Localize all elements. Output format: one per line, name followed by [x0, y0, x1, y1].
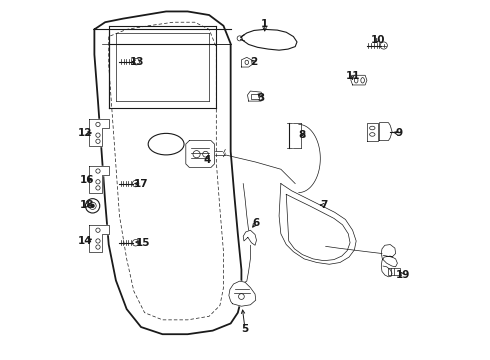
Text: 11: 11	[345, 71, 360, 81]
Text: 19: 19	[395, 270, 410, 280]
Polygon shape	[89, 119, 109, 146]
Text: 12: 12	[78, 129, 93, 138]
Bar	[389, 268, 400, 275]
Text: 15: 15	[136, 238, 150, 248]
Text: 5: 5	[242, 324, 248, 334]
Circle shape	[91, 204, 94, 207]
Text: 16: 16	[80, 175, 95, 185]
Polygon shape	[89, 225, 109, 252]
Text: 4: 4	[204, 155, 211, 165]
Polygon shape	[242, 57, 252, 67]
Bar	[251, 94, 259, 99]
Text: 13: 13	[130, 57, 145, 67]
Text: 9: 9	[395, 129, 403, 138]
Text: 7: 7	[320, 200, 328, 210]
Text: 2: 2	[250, 57, 258, 67]
Text: 18: 18	[80, 200, 95, 210]
Polygon shape	[367, 123, 378, 140]
Polygon shape	[229, 281, 256, 306]
Polygon shape	[186, 140, 215, 167]
Text: 6: 6	[252, 218, 259, 228]
Text: 8: 8	[299, 130, 306, 140]
Text: 10: 10	[370, 35, 385, 45]
Text: 3: 3	[258, 93, 265, 103]
Text: 1: 1	[261, 19, 269, 29]
Polygon shape	[242, 30, 297, 50]
Polygon shape	[379, 123, 392, 140]
Polygon shape	[351, 75, 367, 85]
Polygon shape	[247, 91, 263, 101]
Text: 14: 14	[78, 236, 93, 246]
Text: 17: 17	[134, 179, 148, 189]
Polygon shape	[89, 166, 109, 193]
